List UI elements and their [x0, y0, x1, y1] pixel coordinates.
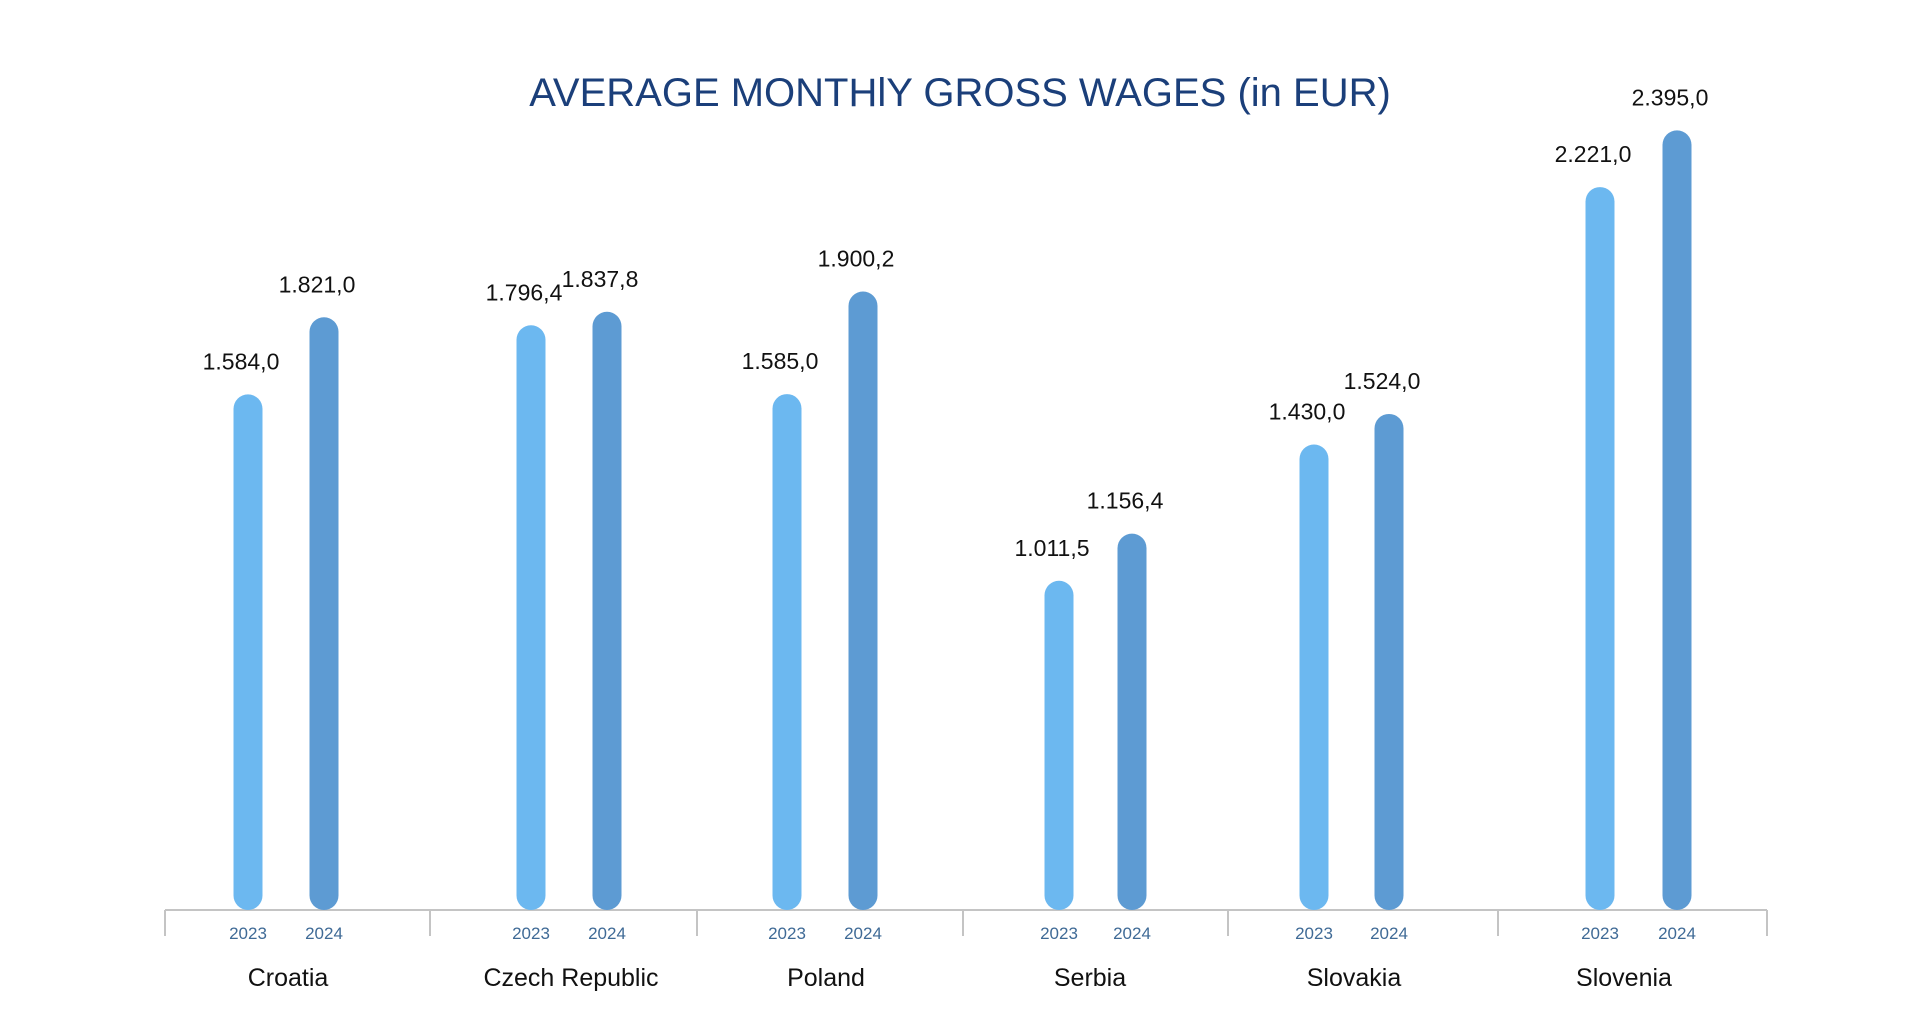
- bar-2023-serbia: [1044, 580, 1074, 910]
- year-tick-label: 2024: [588, 924, 626, 943]
- year-tick-label: 2023: [1295, 924, 1333, 943]
- bar-2024-slovenia: [1662, 130, 1692, 911]
- category-label: Poland: [787, 964, 865, 992]
- data-label: 1.011,5: [1014, 535, 1089, 561]
- year-tick-label: 2024: [1658, 924, 1696, 943]
- year-tick-label: 2023: [229, 924, 267, 943]
- bar-2024-serbia: [1117, 533, 1147, 910]
- bar-2023-poland: [772, 394, 802, 910]
- data-label: 1.900,2: [818, 245, 895, 271]
- x-axis: [164, 909, 1768, 936]
- year-tick-label: 2024: [844, 924, 882, 943]
- data-label: 1.585,0: [742, 348, 819, 374]
- category-label: Slovenia: [1576, 964, 1672, 992]
- year-tick-label: 2023: [768, 924, 806, 943]
- chart-title: AVERAGE MONTHlY GROSS WAGES (in EUR): [529, 71, 1391, 115]
- data-label: 2.221,0: [1555, 141, 1632, 167]
- year-tick-label: 2023: [512, 924, 550, 943]
- data-label: 1.837,8: [562, 266, 639, 292]
- category-label: Czech Republic: [483, 964, 658, 992]
- bars: [233, 130, 1692, 911]
- bar-2024-slovakia: [1374, 413, 1404, 910]
- year-tick-label: 2024: [305, 924, 343, 943]
- bar-2024-croatia: [309, 317, 339, 910]
- category-label: Croatia: [248, 964, 329, 992]
- category-label: Serbia: [1054, 964, 1126, 992]
- labels: 1.584,0 2023 1.796,4 2023 1.585,0 2023 1.011,5…: [203, 84, 1709, 992]
- bar-2023-slovakia: [1299, 444, 1329, 910]
- data-label: 1.584,0: [203, 348, 280, 374]
- category-label: Slovakia: [1307, 964, 1402, 992]
- year-tick-label: 2023: [1040, 924, 1078, 943]
- data-label: 1.796,4: [486, 279, 563, 305]
- year-tick-label: 2024: [1370, 924, 1408, 943]
- bar-2024-czech-republic: [592, 311, 622, 910]
- year-tick-label: 2023: [1581, 924, 1619, 943]
- data-label: 1.156,4: [1087, 488, 1164, 514]
- data-label: 1.430,0: [1269, 399, 1346, 425]
- year-tick-label: 2024: [1113, 924, 1151, 943]
- data-label: 1.821,0: [279, 271, 356, 297]
- bar-2023-croatia: [233, 394, 263, 911]
- bar-2024-poland: [848, 291, 878, 911]
- bar-2023-czech-republic: [516, 325, 546, 910]
- bar-2023-slovenia: [1585, 187, 1615, 910]
- data-label: 2.395,0: [1632, 84, 1709, 110]
- data-label: 1.524,0: [1344, 368, 1421, 394]
